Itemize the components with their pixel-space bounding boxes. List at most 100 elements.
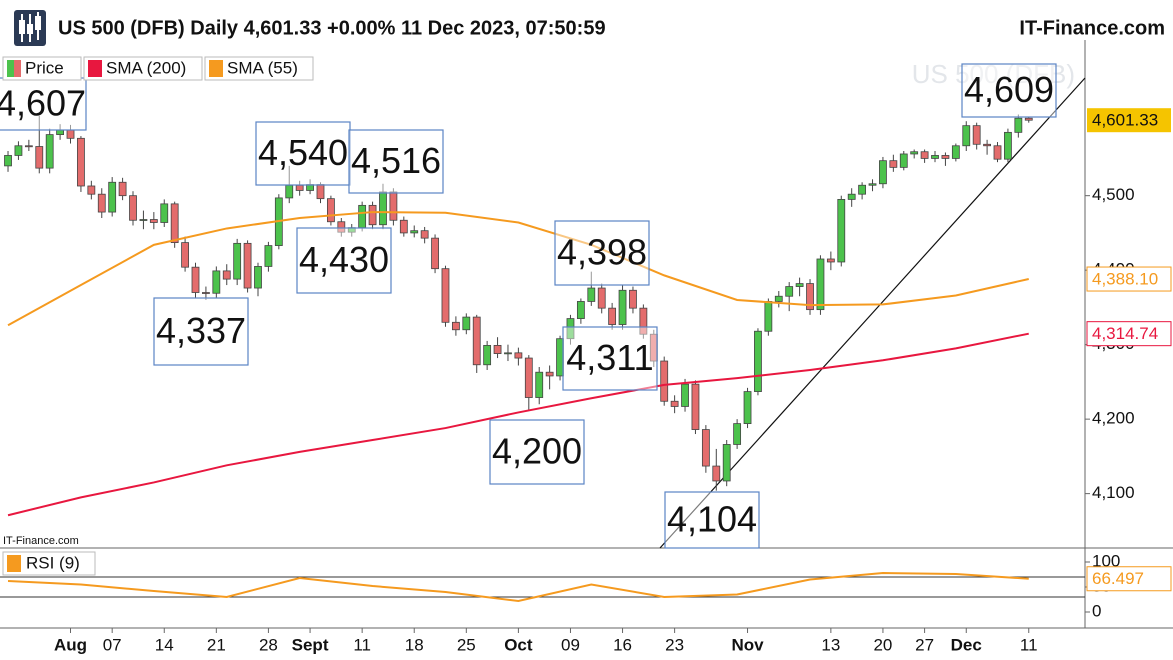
x-tick-label: 07 [103, 635, 122, 654]
legend-swatch [216, 60, 223, 77]
legend-box [2, 56, 82, 81]
candle-body [170, 203, 179, 244]
legend-box [83, 56, 203, 81]
legend-swatch [95, 60, 102, 77]
candle-body [431, 237, 439, 270]
annotation: 4,200 [492, 431, 582, 472]
annotation-box [348, 129, 444, 194]
source: IT-Finance.com [3, 535, 79, 547]
candle-body [316, 184, 325, 200]
candle-body [191, 266, 200, 293]
candle-body [462, 316, 471, 331]
candle-body [222, 270, 231, 280]
candle-body [545, 371, 554, 377]
candle-body [410, 230, 419, 234]
annotation: 4,337 [156, 310, 246, 351]
candle-body [795, 283, 804, 287]
candle-body [368, 204, 377, 226]
candle-body [504, 352, 512, 355]
candle-body [254, 266, 262, 289]
candle-body [618, 289, 627, 325]
candle-body [993, 145, 1002, 160]
x-tick-label: 21 [207, 635, 226, 654]
candle-body [35, 146, 44, 169]
line-series [7, 332, 1029, 517]
legend-box [204, 56, 314, 81]
candle-body [451, 321, 460, 331]
candle-body [379, 191, 387, 226]
candle-body [681, 383, 689, 407]
candle-body [785, 286, 794, 297]
annotation: 4,398 [557, 232, 647, 273]
annotation-box [664, 491, 760, 549]
candle-body [754, 330, 762, 392]
annotation-box [961, 63, 1057, 118]
candle-body [202, 292, 210, 294]
candle-body [576, 301, 585, 319]
candle-body [483, 344, 492, 366]
candle-body [701, 429, 710, 467]
legend-swatch [7, 555, 21, 572]
annotation-box [554, 220, 650, 286]
annotation: 4,607 [0, 83, 86, 124]
x-tick-label: Nov [731, 635, 764, 654]
legend-label: SMA (55) [227, 58, 298, 77]
candle-body [847, 193, 856, 200]
annotation: 4,540 [258, 132, 348, 173]
y-tick-label: 100 [1092, 551, 1120, 570]
candle-body [899, 153, 908, 168]
candle-body [493, 344, 502, 354]
candle-body [264, 245, 273, 267]
candle-body [441, 268, 450, 323]
line-series [7, 211, 1029, 327]
x-tick-label: 11 [1020, 635, 1038, 654]
legend-swatch [209, 60, 216, 77]
candle-body [4, 155, 12, 167]
candle-body [816, 258, 825, 311]
candle-body [858, 184, 867, 195]
last-value-tag [1086, 266, 1172, 292]
candle-body [327, 198, 335, 223]
legend-label: RSI (9) [26, 553, 80, 572]
candle-body [639, 307, 648, 335]
candle-body [181, 242, 189, 268]
candle-body [118, 181, 127, 197]
x-tick-label: 23 [665, 635, 684, 654]
candle-body [691, 383, 700, 430]
candle-body [14, 145, 23, 156]
candle-body [243, 242, 252, 289]
candle-body [879, 160, 887, 185]
candle-body [774, 295, 783, 302]
annotation: 4,104 [667, 499, 757, 540]
candle-body [45, 134, 54, 169]
last-value-label: 66.497 [1092, 569, 1144, 588]
plot-layer: 4,1004,2004,3004,4004,500Aug07142128Sept… [0, 56, 1172, 654]
annotation: 4,430 [299, 239, 389, 280]
candle-body [149, 219, 158, 223]
last-value-label: 4,388.10 [1092, 270, 1158, 289]
line-series [7, 571, 1029, 603]
last-value-tag [1086, 321, 1172, 347]
candle-body [514, 352, 523, 359]
candle-body [931, 155, 939, 159]
candle-body [1014, 117, 1023, 133]
candle-body [743, 391, 752, 425]
x-tick-label: 16 [613, 635, 632, 654]
last-price-label: 4,601.33 [1092, 111, 1158, 130]
candle-body [597, 287, 606, 309]
candle-body [920, 151, 929, 159]
candle-body [837, 199, 846, 263]
candle-body [587, 287, 596, 302]
y-tick-label: 4,200 [1092, 409, 1135, 428]
candle-body [358, 204, 367, 229]
x-tick-label: 11 [353, 635, 371, 654]
candle-body [472, 316, 481, 366]
x-tick-label: 18 [405, 635, 424, 654]
annotation-box [296, 227, 392, 294]
last-value-tag [1086, 566, 1172, 592]
candle-body [399, 219, 408, 234]
candle-body [660, 360, 669, 402]
candle-body [129, 195, 137, 221]
trend-line [659, 77, 1086, 549]
